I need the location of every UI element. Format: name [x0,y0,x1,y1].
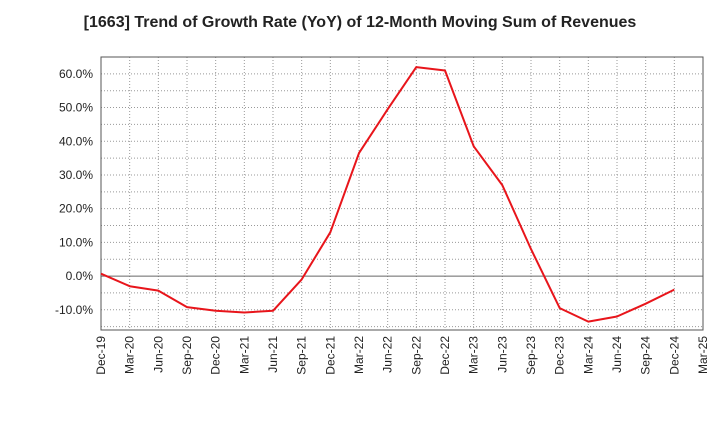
chart-title: [1663] Trend of Growth Rate (YoY) of 12-… [83,14,637,31]
y-tick-label: 10.0% [59,235,93,249]
x-tick-label: Jun-24 [610,336,624,373]
x-tick-label: Dec-22 [438,336,452,375]
x-tick-label: Dec-21 [323,336,337,375]
y-axis: 60.0% 50.0% 40.0% 30.0% 20.0% 10.0% 0.0% -10.0% [55,67,93,317]
x-axis: Dec-19 Mar-20 Jun-20 Sep-20 Dec-20 Mar-21 Jun-… [94,336,710,375]
x-tick-label: Dec-19 [94,336,108,375]
x-tick-label: Mar-23 [467,336,481,374]
x-tick-label: Jun-22 [381,336,395,373]
y-tick-label: 50.0% [59,101,93,115]
x-tick-label: Jun-21 [266,336,280,373]
x-tick-label: Mar-20 [123,336,137,374]
x-tick-label: Dec-24 [667,336,681,375]
x-tick-label: Sep-24 [639,336,653,375]
y-tick-label: 30.0% [59,168,93,182]
y-tick-label: 20.0% [59,202,93,216]
x-tick-label: Mar-21 [237,336,251,374]
y-tick-label: 40.0% [59,134,93,148]
y-tick-label: 0.0% [66,269,94,283]
x-tick-label: Sep-23 [524,336,538,375]
x-tick-label: Mar-24 [581,336,595,374]
x-tick-label: Sep-20 [180,336,194,375]
series-line [100,66,675,323]
y-tick-label: 60.0% [59,67,93,81]
plot-area-frame [100,56,704,331]
x-tick-label: Dec-23 [553,336,567,375]
x-tick-label: Jun-23 [495,336,509,373]
x-tick-label: Mar-22 [352,336,366,374]
grid-lines [101,57,703,330]
x-tick-label: Sep-21 [295,336,309,375]
x-tick-label: Mar-25 [696,336,710,374]
x-tick-label: Jun-20 [151,336,165,373]
x-tick-label: Dec-20 [209,336,223,375]
x-tick-label: Sep-22 [409,336,423,375]
series-layer [100,66,675,323]
y-tick-label: -10.0% [55,303,93,317]
